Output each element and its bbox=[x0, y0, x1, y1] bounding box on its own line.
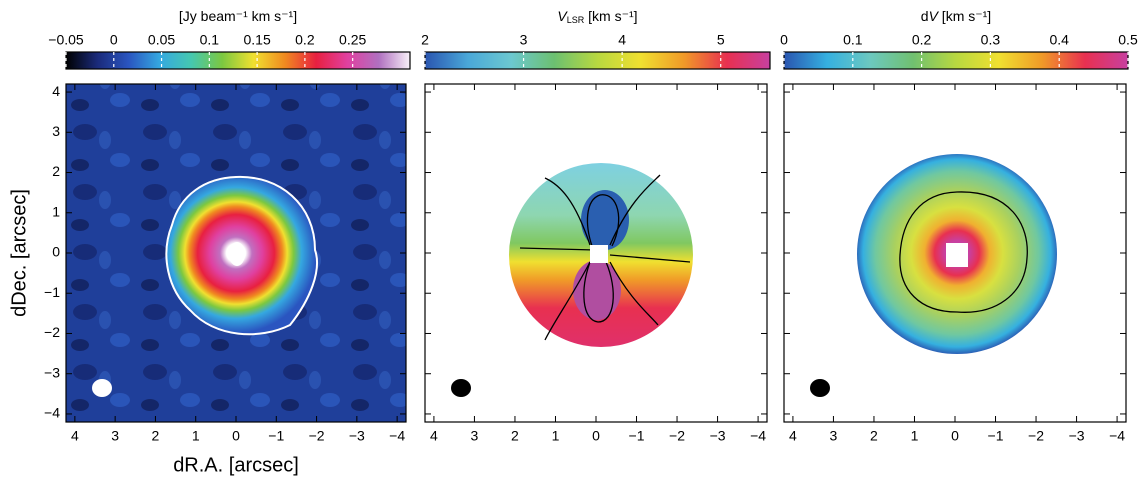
colorbar-label-part: [km s⁻¹] bbox=[584, 8, 637, 24]
colorbar-tick-label: 0.05 bbox=[148, 32, 175, 48]
velocity-map bbox=[451, 163, 693, 397]
x-tick-label: −3 bbox=[710, 428, 726, 444]
colorbar-tick-label: 0.1 bbox=[843, 32, 863, 48]
colorbar-tick-label: 0.2 bbox=[912, 32, 932, 48]
colorbar bbox=[783, 51, 1129, 70]
x-tick-label: 2 bbox=[870, 428, 878, 444]
x-tick-label: 2 bbox=[152, 428, 160, 444]
colorbar-tick-label: 2 bbox=[421, 32, 429, 48]
x-tick-label: −4 bbox=[1109, 428, 1125, 444]
y-tick-label: 4 bbox=[52, 83, 60, 99]
x-tick-label: 3 bbox=[111, 428, 119, 444]
x-tick-label: 1 bbox=[911, 428, 919, 444]
x-axis-label: dR.A. [arcsec] bbox=[173, 454, 299, 476]
colorbar-label-part: [km s⁻¹] bbox=[938, 8, 991, 24]
y-tick-label: 0 bbox=[52, 244, 60, 260]
x-tick-label: −2 bbox=[669, 428, 685, 444]
x-tick-label: 1 bbox=[192, 428, 200, 444]
x-tick-label: −1 bbox=[988, 428, 1004, 444]
x-tick-label: 1 bbox=[552, 428, 560, 444]
x-tick-label: −4 bbox=[750, 428, 766, 444]
y-tick-label: −4 bbox=[44, 405, 60, 421]
colorbar-tick-label: 0.25 bbox=[339, 32, 366, 48]
x-tick-label: 3 bbox=[830, 428, 838, 444]
colorbar-tick-label: 0.1 bbox=[200, 32, 220, 48]
y-tick-label: −1 bbox=[44, 284, 60, 300]
colorbar-tick-label: 0.5 bbox=[1118, 32, 1138, 48]
dispersion-map bbox=[810, 154, 1057, 397]
x-tick-label: −1 bbox=[629, 428, 645, 444]
colorbar-tick-label: 0 bbox=[780, 32, 788, 48]
colorbar-label: [Jy beam⁻¹ km s⁻¹] bbox=[179, 8, 297, 24]
x-tick-label: −2 bbox=[309, 428, 325, 444]
y-tick-label: 1 bbox=[52, 203, 60, 219]
colorbar-tick-label: 4 bbox=[618, 32, 626, 48]
y-tick-label: 2 bbox=[52, 163, 60, 179]
colorbar-tick-label: 5 bbox=[717, 32, 725, 48]
x-tick-label: −4 bbox=[389, 428, 405, 444]
colorbar bbox=[424, 51, 771, 70]
colorbar-tick-label: 0.4 bbox=[1049, 32, 1069, 48]
colorbar-tick-label: 0 bbox=[110, 32, 118, 48]
x-tick-label: −3 bbox=[1069, 428, 1085, 444]
colorbar-label: dV [km s⁻¹] bbox=[921, 8, 991, 24]
colorbar-tick-label: 3 bbox=[520, 32, 528, 48]
colorbar-label: VLSR [km s⁻¹] bbox=[557, 8, 637, 26]
x-tick-label: −3 bbox=[349, 428, 365, 444]
colorbar bbox=[65, 51, 411, 70]
x-tick-label: 4 bbox=[430, 428, 438, 444]
x-tick-label: 0 bbox=[951, 428, 959, 444]
colorbar-tick-label: 0.2 bbox=[295, 32, 315, 48]
y-tick-label: 3 bbox=[52, 123, 60, 139]
x-tick-label: −1 bbox=[268, 428, 284, 444]
colorbar-tick-label: 0.15 bbox=[243, 32, 270, 48]
x-tick-label: 3 bbox=[471, 428, 479, 444]
colorbar-label-part: [Jy beam⁻¹ km s⁻¹] bbox=[179, 8, 297, 24]
x-tick-label: 2 bbox=[511, 428, 519, 444]
x-tick-label: −2 bbox=[1028, 428, 1044, 444]
x-tick-label: 0 bbox=[592, 428, 600, 444]
y-axis-label: dDec. [arcsec] bbox=[8, 189, 30, 317]
colorbar-label-part: LSR bbox=[567, 15, 585, 25]
x-tick-label: 4 bbox=[71, 428, 79, 444]
colorbar-label-part: V bbox=[557, 8, 568, 24]
colorbar-tick-label: 0.3 bbox=[981, 32, 1001, 48]
colorbar-label-part: d bbox=[921, 8, 929, 24]
y-tick-label: −2 bbox=[44, 324, 60, 340]
x-tick-label: 4 bbox=[789, 428, 797, 444]
colorbar-tick-label: −0.05 bbox=[48, 32, 84, 48]
y-tick-label: −3 bbox=[44, 364, 60, 380]
x-tick-label: 0 bbox=[232, 428, 240, 444]
intensity-map bbox=[66, 84, 406, 422]
colorbar-label-part: V bbox=[929, 8, 940, 24]
